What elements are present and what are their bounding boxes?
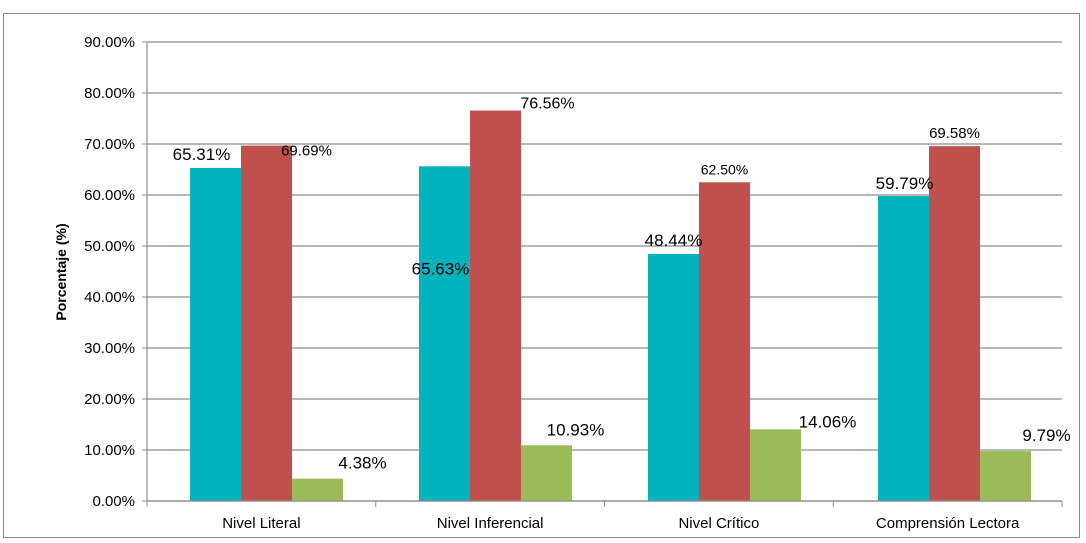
y-tick-label: 40.00% — [84, 289, 135, 306]
x-category-label: Nivel Crítico — [678, 515, 759, 532]
bar — [699, 182, 750, 501]
data-label: 59.79% — [876, 174, 934, 193]
data-label: 9.79% — [1022, 426, 1070, 445]
bars — [190, 110, 1031, 502]
data-label: 62.50% — [701, 161, 748, 177]
y-tick-label: 60.00% — [84, 187, 135, 204]
y-tick-label: 90.00% — [84, 34, 135, 51]
y-tick-label: 80.00% — [84, 85, 135, 102]
data-label: 48.44% — [645, 231, 703, 250]
y-tick-label: 70.00% — [84, 136, 135, 153]
x-category-label: Comprensión Lectora — [876, 515, 1020, 532]
bar — [750, 429, 801, 501]
data-labels: 65.31% 69.69% 4.38% 65.63% 76.56% 10.93% 48.44… — [173, 96, 1071, 473]
bar — [292, 478, 343, 501]
y-tick-label: 30.00% — [84, 340, 135, 357]
data-label: 65.63% — [412, 259, 470, 278]
data-label: 69.58% — [929, 125, 980, 142]
data-label: 4.38% — [338, 454, 386, 473]
y-tick-label: 20.00% — [84, 391, 135, 408]
data-label: 69.69% — [281, 143, 332, 160]
data-label: 65.31% — [173, 145, 231, 164]
bar — [980, 451, 1031, 501]
y-axis-ticks: 0.00% 10.00% 20.00% 30.00% 40.00% 50.00% 60.00… — [84, 34, 147, 510]
x-category-label: Nivel Literal — [222, 515, 300, 532]
data-label: 14.06% — [799, 412, 857, 431]
data-label: 76.56% — [520, 96, 574, 113]
bar — [241, 145, 292, 501]
bar — [648, 253, 699, 501]
y-tick-label: 0.00% — [92, 493, 135, 510]
x-axis: Nivel Literal Nivel Inferencial Nivel Crít… — [146, 42, 1063, 532]
bar — [521, 445, 572, 501]
bar — [878, 196, 929, 502]
y-axis-label: Porcentaje (%) — [53, 223, 69, 320]
bar — [419, 166, 470, 502]
data-label: 10.93% — [547, 420, 605, 439]
bar — [190, 167, 241, 501]
bar — [929, 146, 980, 501]
x-category-label: Nivel Inferencial — [437, 515, 544, 532]
y-tick-label: 10.00% — [84, 442, 135, 459]
y-tick-label: 50.00% — [84, 238, 135, 255]
bar — [470, 110, 521, 501]
